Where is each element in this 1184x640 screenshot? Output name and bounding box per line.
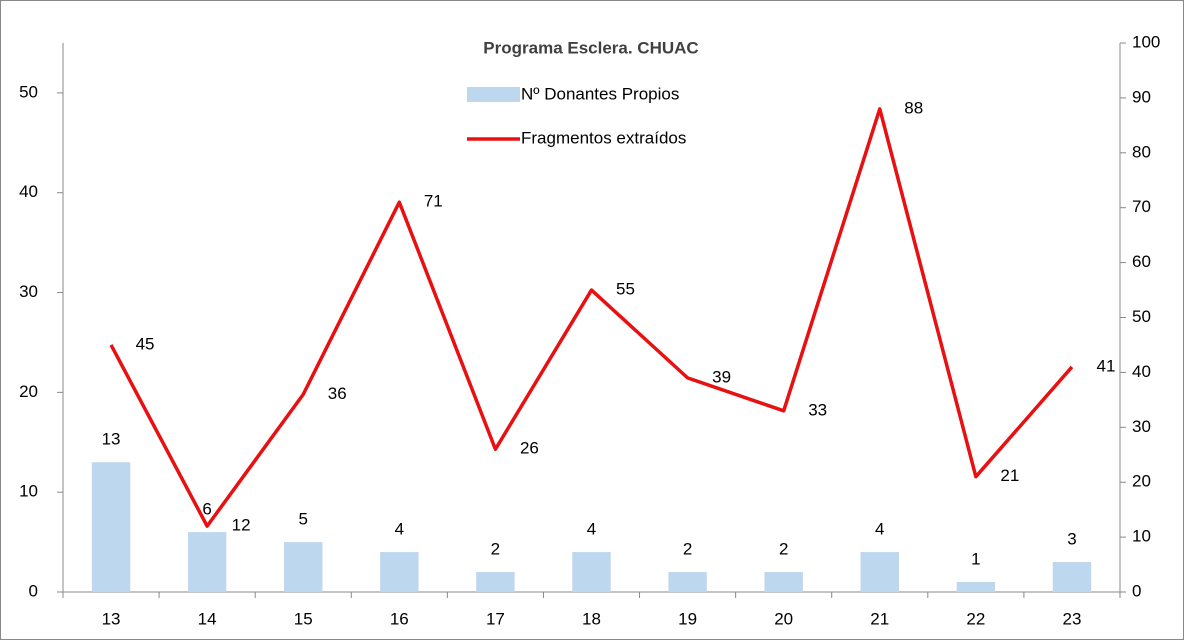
line-value-label: 45 — [136, 334, 155, 353]
bar-value-label: 4 — [875, 520, 884, 539]
x-tick-label: 22 — [966, 609, 985, 628]
y-tick-label: 20 — [19, 382, 38, 401]
bar-value-label: 6 — [202, 500, 211, 519]
x-tick-label: 18 — [582, 609, 601, 628]
bar — [284, 542, 323, 592]
legend-label: Nº Donantes Propios — [521, 84, 679, 103]
bar-value-label: 1 — [971, 550, 980, 569]
x-tick-label: 19 — [678, 609, 697, 628]
x-tick-label: 17 — [486, 609, 505, 628]
legend-swatch — [467, 87, 520, 102]
x-tick-label: 23 — [1062, 609, 1081, 628]
y-tick-label: 50 — [19, 82, 38, 101]
y-tick-label: 40 — [19, 182, 38, 201]
bar — [476, 572, 515, 592]
x-tick-label: 16 — [390, 609, 409, 628]
bar — [668, 572, 707, 592]
bar-value-label: 4 — [587, 520, 596, 539]
line — [109, 107, 1074, 528]
y2-tick-label: 10 — [1132, 527, 1151, 546]
bar-value-label: 3 — [1067, 530, 1076, 549]
y-tick-label: 10 — [19, 482, 38, 501]
y2-tick-label: 80 — [1132, 142, 1151, 161]
chart-title: Programa Esclera. CHUAC — [483, 38, 698, 57]
y2-tick-label: 0 — [1132, 581, 1141, 600]
y2-tick-label: 70 — [1132, 197, 1151, 216]
line-value-label: 21 — [1000, 466, 1019, 485]
y2-tick-label: 100 — [1132, 32, 1160, 51]
y2-tick-label: 20 — [1132, 472, 1151, 491]
line-value-label: 55 — [616, 280, 635, 299]
x-tick-label: 15 — [294, 609, 313, 628]
line-value-label: 39 — [712, 367, 731, 386]
bar-value-label: 5 — [298, 510, 307, 529]
line-value-label: 36 — [328, 384, 347, 403]
bar-value-label: 2 — [683, 540, 692, 559]
legend-label: Fragmentos extraídos — [521, 128, 686, 147]
y2-tick-label: 50 — [1132, 307, 1151, 326]
bar — [1052, 562, 1092, 592]
bar-value-label: 4 — [395, 520, 404, 539]
y-tick-label: 30 — [19, 282, 38, 301]
bar-value-label: 13 — [102, 430, 121, 449]
x-tick-label: 14 — [198, 609, 217, 628]
bar — [187, 532, 227, 592]
line-value-label: 41 — [1096, 356, 1115, 375]
bar — [764, 572, 803, 592]
line-value-label: 12 — [232, 516, 251, 535]
line-value-label: 26 — [520, 439, 539, 458]
x-tick-label: 13 — [102, 609, 121, 628]
bar — [380, 552, 419, 592]
x-tick-label: 20 — [774, 609, 793, 628]
y2-tick-label: 30 — [1132, 417, 1151, 436]
y2-tick-label: 90 — [1132, 87, 1151, 106]
y2-tick-label: 40 — [1132, 362, 1151, 381]
bar — [956, 582, 996, 592]
bar-value-label: 2 — [491, 540, 500, 559]
bar — [860, 552, 899, 592]
line-value-label: 88 — [904, 98, 923, 117]
x-tick-label: 21 — [870, 609, 889, 628]
line-value-label: 71 — [424, 192, 443, 211]
bar — [91, 462, 131, 592]
line-value-label: 33 — [808, 400, 827, 419]
y-tick-label: 0 — [29, 581, 38, 600]
bar-value-label: 2 — [779, 540, 788, 559]
bar — [572, 552, 611, 592]
y2-tick-label: 60 — [1132, 252, 1151, 271]
